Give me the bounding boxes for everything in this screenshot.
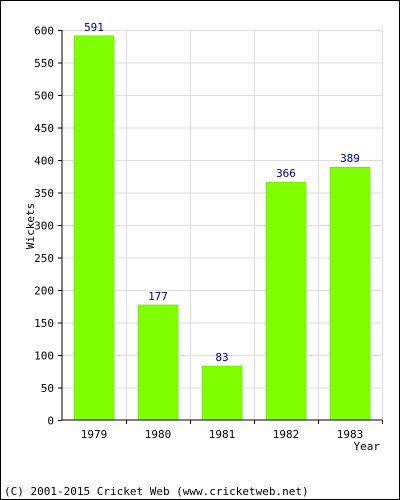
labels: 0 50 100 150 200 250 300 350 400 450 500 550 600 591 1… <box>34 21 363 441</box>
x-tick-label: 1980 <box>145 428 172 441</box>
data-label: 83 <box>215 351 228 364</box>
y-tick-label: 350 <box>34 187 54 200</box>
bar-1983 <box>329 166 371 421</box>
y-tick-label: 450 <box>34 122 54 135</box>
data-label: 591 <box>84 21 104 34</box>
y-tick-label: 200 <box>34 285 54 298</box>
x-tick-label: 1983 <box>337 428 364 441</box>
data-label: 177 <box>148 290 168 303</box>
y-tick-label: 250 <box>34 252 54 265</box>
y-tick-label: 100 <box>34 350 54 363</box>
copyright-footer: (C) 2001-2015 Cricket Web (www.cricketwe… <box>4 485 309 498</box>
bar-1982 <box>265 181 307 421</box>
axes <box>58 30 383 424</box>
y-tick-label: 600 <box>34 25 54 38</box>
y-tick-label: 500 <box>34 90 54 103</box>
y-tick-label: 0 <box>47 415 54 428</box>
bar-1980 <box>137 304 179 421</box>
y-tick-label: 150 <box>34 317 54 330</box>
bar-1979 <box>73 35 115 421</box>
bars <box>73 35 371 421</box>
x-axis-title: Year <box>354 440 381 453</box>
y-tick-label: 550 <box>34 57 54 70</box>
bar-1981 <box>201 365 243 421</box>
y-axis-title: Wickets <box>24 203 37 249</box>
data-label: 366 <box>276 167 296 180</box>
y-tick-label: 300 <box>34 220 54 233</box>
y-tick-label: 50 <box>41 382 54 395</box>
data-label: 389 <box>340 152 360 165</box>
x-tick-label: 1981 <box>209 428 236 441</box>
grid-lines <box>62 30 383 420</box>
x-tick-label: 1979 <box>81 428 108 441</box>
x-tick-label: 1982 <box>273 428 300 441</box>
y-tick-label: 400 <box>34 155 54 168</box>
